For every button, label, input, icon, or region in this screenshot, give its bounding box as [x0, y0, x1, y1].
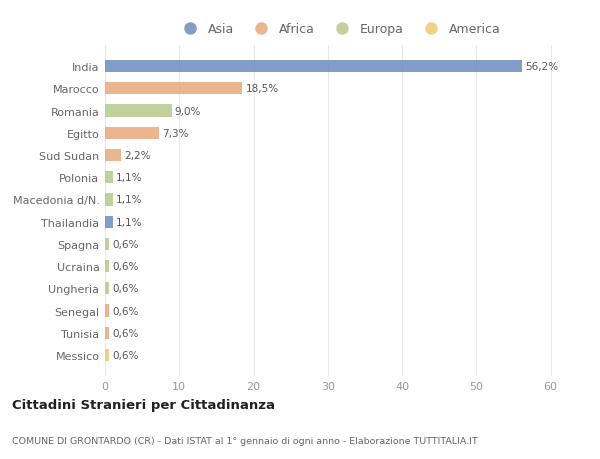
Bar: [105, 283, 109, 295]
Bar: [105, 260, 109, 273]
Bar: [105, 238, 109, 251]
Bar: [105, 83, 242, 95]
Bar: [105, 305, 109, 317]
Bar: [105, 327, 109, 339]
Text: 0,6%: 0,6%: [112, 350, 139, 360]
Text: 18,5%: 18,5%: [245, 84, 278, 94]
Legend: Asia, Africa, Europa, America: Asia, Africa, Europa, America: [174, 19, 504, 39]
Bar: [105, 216, 113, 228]
Text: 0,6%: 0,6%: [112, 328, 139, 338]
Text: 1,1%: 1,1%: [116, 217, 143, 227]
Bar: [105, 105, 172, 118]
Text: 0,6%: 0,6%: [112, 284, 139, 294]
Text: Cittadini Stranieri per Cittadinanza: Cittadini Stranieri per Cittadinanza: [12, 398, 275, 411]
Bar: [105, 61, 523, 73]
Bar: [105, 349, 109, 361]
Text: 0,6%: 0,6%: [112, 240, 139, 249]
Bar: [105, 172, 113, 184]
Text: 2,2%: 2,2%: [124, 151, 151, 161]
Bar: [105, 128, 159, 140]
Text: 0,6%: 0,6%: [112, 262, 139, 272]
Text: COMUNE DI GRONTARDO (CR) - Dati ISTAT al 1° gennaio di ogni anno - Elaborazione : COMUNE DI GRONTARDO (CR) - Dati ISTAT al…: [12, 436, 478, 445]
Bar: [105, 194, 113, 206]
Text: 1,1%: 1,1%: [116, 195, 143, 205]
Text: 1,1%: 1,1%: [116, 173, 143, 183]
Bar: [105, 150, 121, 162]
Text: 56,2%: 56,2%: [526, 62, 559, 72]
Text: 9,0%: 9,0%: [175, 106, 201, 116]
Text: 0,6%: 0,6%: [112, 306, 139, 316]
Text: 7,3%: 7,3%: [162, 129, 188, 139]
